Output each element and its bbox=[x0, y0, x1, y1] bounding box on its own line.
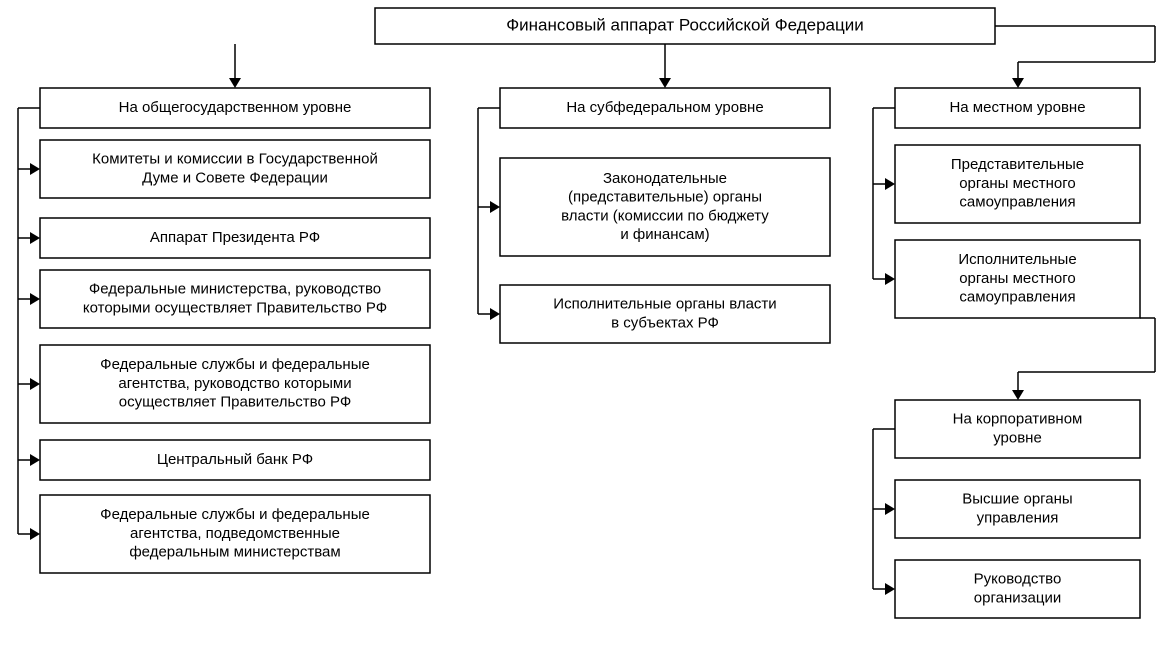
node-label-root-0: Финансовый аппарат Российской Федерации bbox=[506, 15, 864, 34]
node-label-colA1-1: Думе и Совете Федерации bbox=[142, 169, 328, 186]
node-label-colC1-2: самоуправления bbox=[959, 194, 1075, 211]
node-label-colD0-0: На корпоративном bbox=[953, 411, 1083, 428]
node-label-colA6-2: федеральным министерствам bbox=[129, 544, 340, 561]
node-label-colD1-0: Высшие органы bbox=[962, 491, 1072, 508]
node-label-colC1-0: Представительные bbox=[951, 156, 1084, 173]
node-label-colD2-0: Руководство bbox=[974, 571, 1062, 588]
node-label-colA1-0: Комитеты и комиссии в Государственной bbox=[92, 151, 378, 168]
node-label-colA2-0: Аппарат Президента РФ bbox=[150, 229, 320, 246]
node-label-colB1-2: власти (комиссии по бюджету bbox=[561, 207, 769, 224]
node-label-colA6-0: Федеральные службы и федеральные bbox=[100, 506, 370, 523]
node-label-colB0-0: На субфедеральном уровне bbox=[566, 99, 763, 116]
node-label-colC2-0: Исполнительные bbox=[958, 251, 1076, 268]
node-label-colB2-0: Исполнительные органы власти bbox=[553, 296, 776, 313]
node-label-colD0-1: уровне bbox=[993, 429, 1042, 446]
node-label-colA5-0: Центральный банк РФ bbox=[157, 451, 313, 468]
node-label-colB1-0: Законодательные bbox=[603, 170, 727, 187]
node-label-colA0-0: На общегосударственном уровне bbox=[119, 99, 352, 116]
node-label-colA4-1: агентства, руководство которыми bbox=[118, 375, 351, 392]
node-label-colB1-1: (представительные) органы bbox=[568, 189, 762, 206]
node-label-colC1-1: органы местного bbox=[959, 175, 1076, 192]
node-label-colC2-1: органы местного bbox=[959, 270, 1076, 287]
node-label-colA3-1: которыми осуществляет Правительство РФ bbox=[83, 299, 387, 316]
node-label-colA6-1: агентства, подведомственные bbox=[130, 525, 340, 542]
node-label-colC2-2: самоуправления bbox=[959, 289, 1075, 306]
node-label-colB2-1: в субъектах РФ bbox=[611, 314, 719, 331]
node-label-colC0-0: На местном уровне bbox=[949, 99, 1085, 116]
node-label-colA4-2: осуществляет Правительство РФ bbox=[119, 394, 351, 411]
node-label-colA4-0: Федеральные службы и федеральные bbox=[100, 356, 370, 373]
node-label-colA3-0: Федеральные министерства, руководство bbox=[89, 281, 381, 298]
node-label-colD1-1: управления bbox=[977, 509, 1059, 526]
node-label-colB1-3: и финансам) bbox=[620, 226, 709, 243]
node-label-colD2-1: организации bbox=[974, 589, 1061, 606]
